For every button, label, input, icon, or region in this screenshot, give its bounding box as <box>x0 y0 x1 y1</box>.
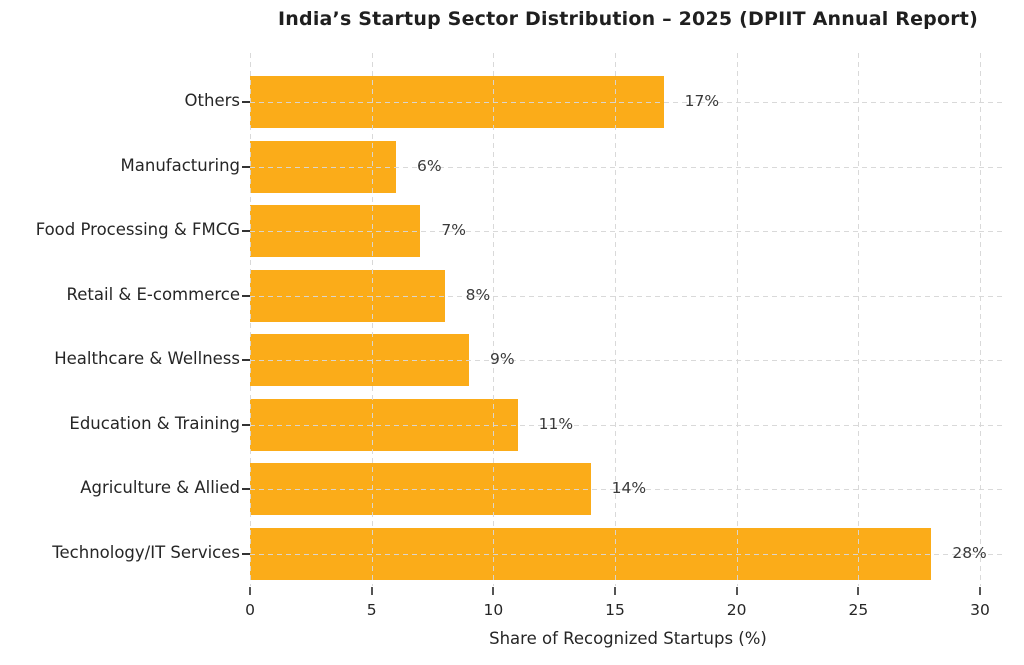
value-label: 11% <box>538 414 574 433</box>
gridline-vertical <box>858 53 860 586</box>
gridline-vertical <box>615 53 616 586</box>
value-label: 28% <box>952 543 987 562</box>
gridline-vertical <box>980 53 981 586</box>
category-label: Healthcare & Wellness <box>54 349 240 368</box>
gridline-horizontal <box>250 553 1005 555</box>
value-label: 8% <box>465 285 491 304</box>
category-label: Manufacturing <box>120 155 240 175</box>
x-tick-label: 10 <box>483 601 504 619</box>
x-tick-mark <box>857 587 860 595</box>
x-tick-label: 0 <box>245 601 255 619</box>
x-tick-mark <box>370 587 373 595</box>
x-tick-label: 15 <box>605 601 625 619</box>
category-label: Others <box>184 91 240 110</box>
category-label: Agriculture & Allied <box>80 478 240 497</box>
y-tick-mark <box>242 423 250 426</box>
y-tick-mark <box>242 165 250 168</box>
y-tick-mark <box>242 294 250 297</box>
category-label: Food Processing & FMCG <box>35 220 240 239</box>
value-label: 14% <box>611 479 647 497</box>
gridline-horizontal <box>250 166 1005 168</box>
category-label: Technology/IT Services <box>52 542 240 562</box>
gridline-vertical <box>736 53 738 586</box>
gridline-horizontal <box>250 424 1005 426</box>
x-tick-mark <box>979 587 981 595</box>
gridline-horizontal <box>250 360 1005 361</box>
chart-title: India’s Startup Sector Distribution – 20… <box>278 8 978 30</box>
gridline-vertical <box>493 53 495 586</box>
y-tick-mark <box>242 101 250 103</box>
x-tick-label: 20 <box>726 601 747 619</box>
gridline-horizontal <box>250 231 1005 232</box>
value-label: 9% <box>490 350 515 368</box>
x-tick-mark <box>614 587 616 595</box>
y-tick-mark <box>242 230 250 232</box>
category-label: Retail & E-commerce <box>66 284 240 304</box>
gridline-vertical <box>250 53 251 586</box>
gridline-vertical <box>371 53 373 586</box>
x-tick-label: 30 <box>970 601 990 619</box>
x-axis-label: Share of Recognized Startups (%) <box>489 629 767 648</box>
x-tick-mark <box>492 587 495 595</box>
category-label: Education & Training <box>69 413 240 433</box>
x-tick-label: 25 <box>848 601 869 619</box>
y-tick-mark <box>242 359 250 361</box>
gridline-horizontal <box>250 295 1005 297</box>
y-tick-mark <box>242 552 250 555</box>
gridline-horizontal <box>250 102 1005 103</box>
value-label: 7% <box>441 221 466 239</box>
x-tick-mark <box>249 587 251 595</box>
value-label: 6% <box>417 156 442 175</box>
y-tick-mark <box>242 488 250 490</box>
value-label: 17% <box>684 92 720 110</box>
x-tick-label: 5 <box>366 601 377 619</box>
gridline-horizontal <box>250 489 1005 490</box>
x-tick-mark <box>735 587 738 595</box>
